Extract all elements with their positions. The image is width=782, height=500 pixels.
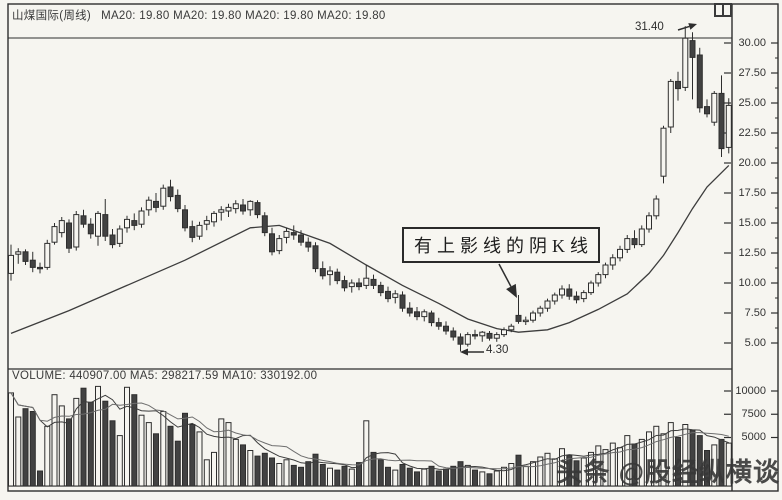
price-tick-label: 15.00 bbox=[738, 216, 766, 229]
price-tick-label: 22.50 bbox=[738, 126, 766, 139]
ma-readout: MA20: 19.80 MA20: 19.80 MA20: 19.80 MA20… bbox=[101, 10, 386, 22]
chart-title: 山煤国际(周线) MA20: 19.80 MA20: 19.80 MA20: 19… bbox=[12, 7, 386, 23]
split-window-icon[interactable] bbox=[714, 3, 732, 17]
volume-header: VOLUME: 440907.00 MA5: 298217.59 MA10: 3… bbox=[12, 370, 318, 382]
price-tick-label: 17.50 bbox=[738, 186, 766, 199]
volume-tick-label: 10000 bbox=[735, 384, 766, 397]
split-window-icon-divider bbox=[722, 5, 724, 15]
peak-price-label: 31.40 bbox=[635, 21, 664, 33]
watermark: 头条 @股经纵横谈 bbox=[556, 457, 780, 487]
volume-tick-label: 5000 bbox=[741, 431, 766, 443]
price-tick-label: 5.00 bbox=[744, 336, 766, 349]
price-tick-label: 20.00 bbox=[738, 156, 766, 169]
stock-name: 山煤国际(周线) bbox=[12, 10, 92, 22]
price-tick-label: 27.50 bbox=[738, 66, 766, 79]
price-tick-label: 7.50 bbox=[744, 306, 766, 319]
price-tick-label: 25.00 bbox=[738, 96, 766, 109]
volume-tick-label: 7500 bbox=[741, 407, 766, 420]
price-tick-label: 10.00 bbox=[738, 276, 766, 289]
price-tick-label: 30.00 bbox=[738, 36, 766, 49]
low-price-label: 4.30 bbox=[486, 344, 509, 356]
price-tick-label: 12.50 bbox=[738, 246, 766, 259]
callout-box: 有上影线的阴K线 bbox=[402, 227, 600, 263]
